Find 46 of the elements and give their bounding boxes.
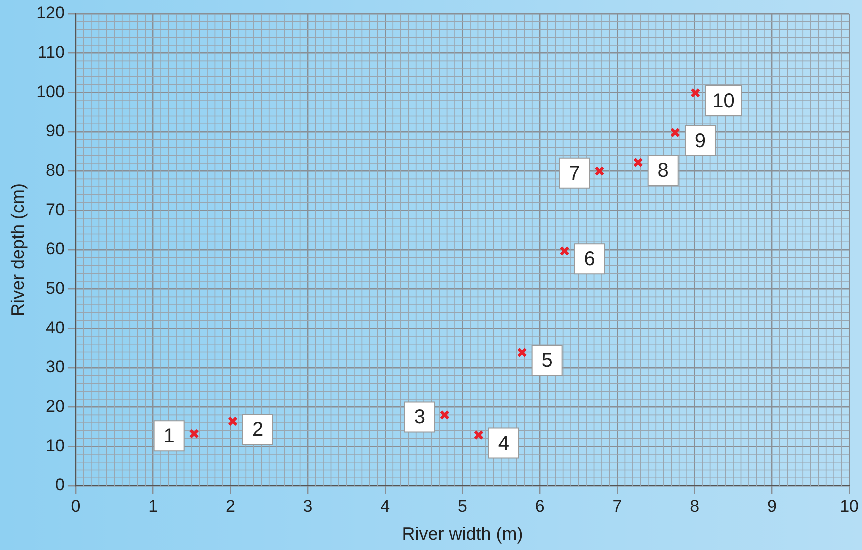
y-tick-label: 110 (38, 43, 65, 62)
annotation: 1 (164, 426, 175, 448)
annotation: 10 (712, 90, 735, 113)
annotation: 3 (414, 406, 426, 429)
point (633, 158, 644, 168)
x-tick-label: 2 (226, 496, 236, 516)
y-tick-label: 90 (46, 122, 65, 141)
annotation: 6 (584, 248, 596, 271)
x-tick-label: 9 (767, 496, 777, 516)
point (440, 410, 450, 420)
annotation: 9 (694, 130, 706, 152)
x-tick-label: 10 (840, 496, 860, 516)
point (670, 128, 681, 138)
x-tick-label: 6 (535, 496, 545, 516)
point (690, 88, 701, 98)
x-tick-label: 3 (303, 496, 313, 516)
annotation: 5 (542, 350, 553, 372)
x-axis-title: River width (m) (402, 524, 524, 544)
y-tick-label: 40 (46, 318, 65, 338)
y-axis-title: River depth (cm) (8, 183, 28, 317)
point (594, 166, 605, 176)
y-tick-label: 100 (36, 82, 65, 102)
y-tick-label: 50 (46, 279, 65, 298)
y-tick-label: 120 (36, 4, 65, 23)
y-tick-label: 60 (46, 240, 65, 259)
annotation: 2 (252, 419, 264, 442)
point (474, 430, 484, 440)
y-tick-label: 20 (46, 397, 65, 416)
y-tick-label: 30 (46, 358, 65, 377)
annotation: 8 (658, 160, 669, 182)
x-tick-label: 1 (148, 496, 158, 516)
y-tick-label: 80 (46, 161, 65, 180)
point (228, 416, 238, 427)
annotation: 7 (569, 162, 580, 185)
y-tick-label: 0 (55, 476, 65, 495)
point (560, 246, 570, 256)
annotation: 4 (498, 432, 510, 455)
x-tick-label: 0 (71, 496, 81, 516)
y-tick-label: 70 (46, 200, 65, 220)
point (189, 429, 200, 440)
point (517, 348, 528, 358)
x-tick-label: 8 (690, 496, 700, 516)
y-tick-label: 10 (46, 436, 65, 456)
x-tick-label: 4 (380, 496, 390, 516)
x-tick-label: 7 (612, 496, 622, 516)
x-tick-label: 5 (458, 496, 468, 516)
